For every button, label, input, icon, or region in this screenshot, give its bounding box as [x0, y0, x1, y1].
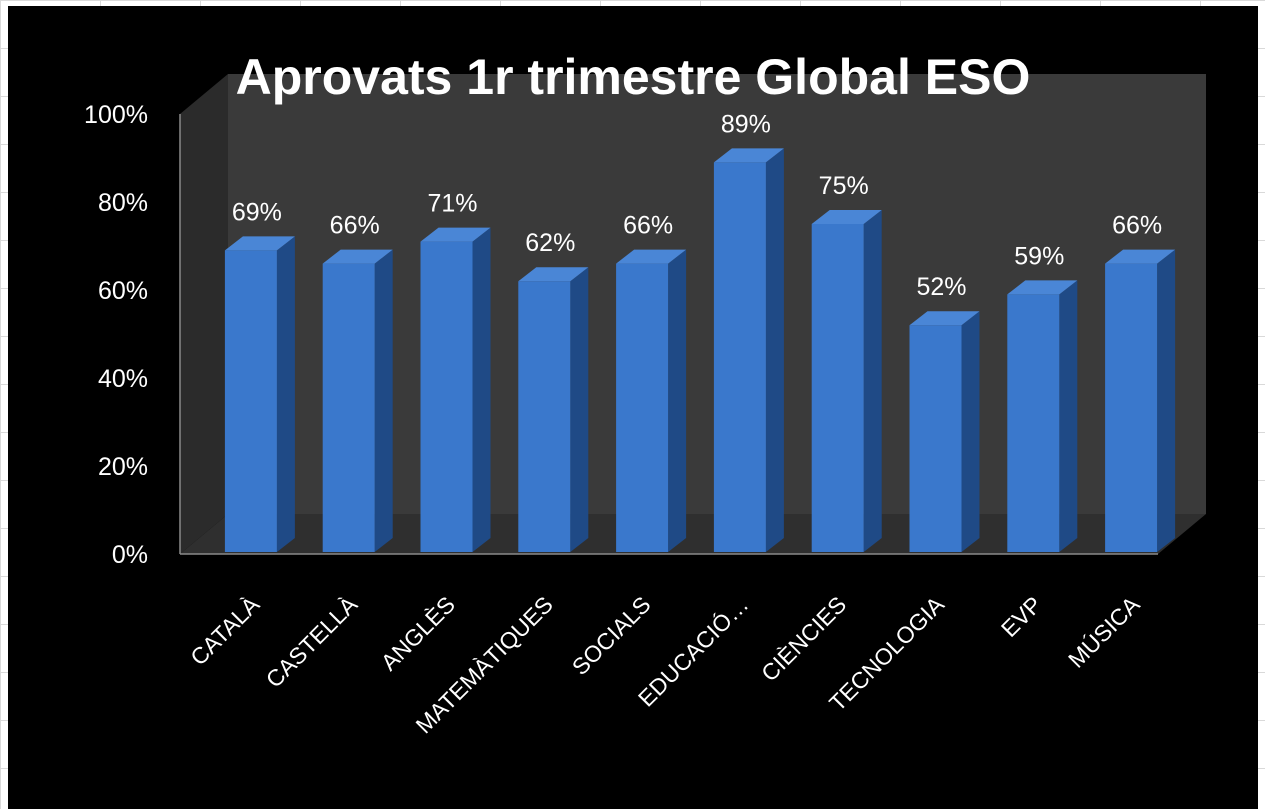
data-label: 66% — [330, 212, 380, 240]
data-label: 59% — [1014, 242, 1064, 270]
x-tick-label: MÚSICA — [1063, 591, 1145, 673]
data-label: 75% — [819, 172, 869, 200]
bar-top — [1105, 249, 1176, 264]
bar[interactable] — [322, 263, 375, 552]
data-label: 52% — [916, 273, 966, 301]
bar-side — [863, 210, 882, 552]
y-tick-label: 40% — [98, 365, 148, 393]
bar[interactable] — [811, 224, 864, 552]
bar[interactable] — [1105, 263, 1158, 552]
bar[interactable] — [224, 250, 277, 552]
bar-top — [420, 227, 491, 242]
x-tick-label: ANGLÈS — [376, 591, 460, 675]
bar-side — [374, 249, 393, 552]
bar[interactable] — [420, 241, 473, 552]
x-tick-label: SOCIALS — [567, 591, 656, 680]
bar-top — [1007, 280, 1078, 295]
bar-side — [1157, 249, 1176, 552]
data-label: 66% — [1112, 212, 1162, 240]
bar[interactable] — [1007, 294, 1060, 552]
data-label: 89% — [721, 110, 771, 138]
chart-title: Aprovats 1r trimestre Global ESO — [236, 49, 1031, 105]
bar[interactable] — [713, 162, 766, 552]
y-tick-label: 60% — [98, 277, 148, 305]
x-tick-label: EVP — [996, 591, 1047, 642]
bar-top — [909, 311, 980, 326]
bar-top — [811, 210, 882, 224]
bar-side — [472, 227, 491, 552]
data-label: 69% — [232, 198, 282, 226]
bar-top — [713, 148, 784, 163]
data-label: 62% — [525, 229, 575, 257]
bar-top — [322, 249, 393, 264]
y-tick-label: 20% — [98, 453, 148, 481]
chart-area[interactable]: 0% 20% 40% 60% 80% 100% 69% CATALÀ 66% CASTELLÀ 71… — [8, 6, 1258, 809]
bar-side — [961, 311, 980, 552]
data-label: 66% — [623, 212, 673, 240]
bar-side — [570, 267, 589, 552]
bar-chart-svg: 0% 20% 40% 60% 80% 100% 69% CATALÀ 66% CASTELLÀ 71… — [84, 49, 1206, 738]
bar-side — [276, 236, 295, 552]
bar-top — [224, 236, 295, 251]
bar-top — [518, 267, 589, 282]
x-tick-label: CIÈNCIES — [756, 591, 851, 686]
bar[interactable] — [909, 325, 962, 552]
side-wall — [180, 74, 228, 554]
bar-side — [765, 148, 784, 552]
bar-side — [1059, 280, 1078, 552]
y-tick-label: 0% — [112, 541, 148, 569]
y-tick-label: 80% — [98, 189, 148, 217]
x-tick-label: CASTELLÀ — [261, 591, 363, 693]
bar-side — [668, 249, 687, 552]
bar[interactable] — [616, 263, 669, 552]
data-label: 71% — [427, 190, 477, 218]
x-tick-label: CATALÀ — [185, 591, 265, 671]
bar-top — [616, 249, 687, 264]
y-tick-label: 100% — [84, 101, 148, 129]
bar[interactable] — [518, 281, 571, 552]
